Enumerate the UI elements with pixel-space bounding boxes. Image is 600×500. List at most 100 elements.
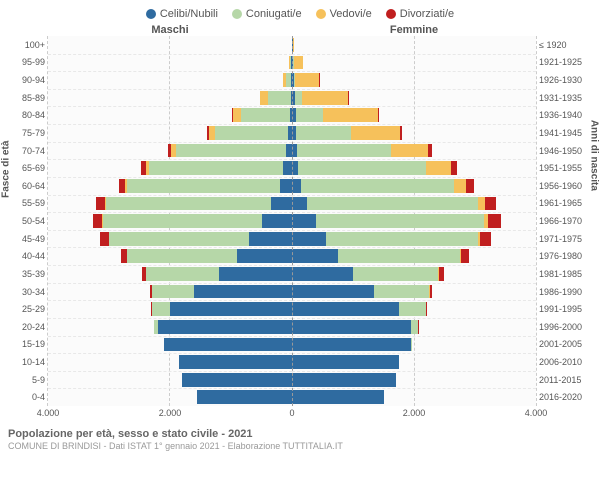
bar-row xyxy=(48,124,292,142)
bar-row xyxy=(292,177,536,195)
bar-segment-d xyxy=(96,197,105,211)
bar-segment-m xyxy=(241,108,290,122)
bar-row xyxy=(292,300,536,318)
bar-segment-m xyxy=(411,338,412,352)
legend-swatch xyxy=(316,9,326,19)
bar-segment-d xyxy=(348,91,349,105)
legend-item: Divorziati/e xyxy=(386,8,454,20)
bar-segment-m xyxy=(374,285,429,299)
birth-year-label: 1961-1965 xyxy=(539,195,592,213)
header-male: Maschi xyxy=(48,24,292,36)
legend-item: Vedovi/e xyxy=(316,8,372,20)
bar-segment-c xyxy=(283,161,292,175)
bar-row xyxy=(292,71,536,89)
birth-year-label: 1941-1945 xyxy=(539,124,592,142)
bar-row xyxy=(48,336,292,354)
x-tick: 2.000 xyxy=(403,408,426,418)
bar-row xyxy=(292,159,536,177)
age-label: 10-14 xyxy=(8,353,45,371)
age-label: 15-19 xyxy=(8,336,45,354)
bar-segment-d xyxy=(428,144,432,158)
birth-year-label: 1951-1955 xyxy=(539,159,592,177)
legend: Celibi/NubiliConiugati/eVedovi/eDivorzia… xyxy=(8,8,592,20)
x-axis: 4.0002.00002.0004.000 xyxy=(8,408,592,420)
bar-segment-c xyxy=(271,197,292,211)
bar-segment-c xyxy=(280,179,292,193)
bar-row xyxy=(48,318,292,336)
bar-segment-d xyxy=(451,161,457,175)
bar-segment-c xyxy=(292,338,411,352)
bar-segment-w xyxy=(260,91,267,105)
bar-segment-c xyxy=(292,232,326,246)
x-tick: 0 xyxy=(289,408,294,418)
bar-segment-m xyxy=(316,214,484,228)
bar-row xyxy=(292,230,536,248)
bar-segment-c xyxy=(292,285,374,299)
bar-row xyxy=(292,353,536,371)
bar-segment-m xyxy=(411,320,418,334)
chart-title: Popolazione per età, sesso e stato civil… xyxy=(8,428,592,440)
bar-segment-c xyxy=(292,197,307,211)
bars-female xyxy=(292,36,536,406)
bar-segment-w xyxy=(293,38,294,52)
bar-segment-c xyxy=(194,285,292,299)
bar-segment-c xyxy=(292,179,301,193)
bar-segment-w xyxy=(478,197,485,211)
age-label: 65-69 xyxy=(8,159,45,177)
bar-segment-w xyxy=(233,108,240,122)
bar-row xyxy=(292,389,536,407)
bar-segment-m xyxy=(338,249,460,263)
bars-area xyxy=(48,36,536,406)
bar-segment-d xyxy=(430,285,432,299)
birth-year-label: 1976-1980 xyxy=(539,248,592,266)
bar-row xyxy=(292,124,536,142)
bar-segment-w xyxy=(302,91,348,105)
birth-year-label: 2001-2005 xyxy=(539,336,592,354)
bar-segment-c xyxy=(164,338,292,352)
age-labels: 100+95-9990-9485-8980-8475-7970-7465-696… xyxy=(8,36,48,406)
bar-segment-m xyxy=(152,302,170,316)
bar-row xyxy=(48,142,292,160)
bar-row xyxy=(292,212,536,230)
birth-year-label: 1956-1960 xyxy=(539,177,592,195)
birth-year-label: 2011-2015 xyxy=(539,371,592,389)
age-label: 35-39 xyxy=(8,265,45,283)
bar-row xyxy=(48,36,292,54)
y-axis-label-right: Anni di nascita xyxy=(589,120,600,191)
age-label: 40-44 xyxy=(8,248,45,266)
bar-segment-c xyxy=(237,249,292,263)
bar-row xyxy=(292,107,536,125)
age-label: 30-34 xyxy=(8,283,45,301)
bar-segment-m xyxy=(146,267,219,281)
birth-year-label: 1991-1995 xyxy=(539,300,592,318)
bar-row xyxy=(48,389,292,407)
age-label: 80-84 xyxy=(8,107,45,125)
bar-segment-c xyxy=(292,390,384,404)
bar-row xyxy=(48,300,292,318)
age-label: 75-79 xyxy=(8,124,45,142)
bar-segment-m xyxy=(297,144,392,158)
bar-segment-m xyxy=(353,267,438,281)
bar-segment-m xyxy=(215,126,288,140)
bar-row xyxy=(48,159,292,177)
birth-year-labels: ≤ 19201921-19251926-19301931-19351936-19… xyxy=(536,36,592,406)
bar-row xyxy=(48,353,292,371)
bar-row xyxy=(48,107,292,125)
bar-segment-m xyxy=(296,108,323,122)
bar-segment-m xyxy=(109,232,249,246)
legend-swatch xyxy=(386,9,396,19)
bar-segment-c xyxy=(182,373,292,387)
bar-segment-w xyxy=(294,56,303,70)
age-label: 85-89 xyxy=(8,89,45,107)
bar-row xyxy=(48,248,292,266)
bar-row xyxy=(292,36,536,54)
bar-segment-d xyxy=(488,214,500,228)
age-label: 5-9 xyxy=(8,371,45,389)
bar-segment-m xyxy=(127,179,280,193)
bar-segment-c xyxy=(249,232,292,246)
bar-segment-c xyxy=(292,373,396,387)
bar-segment-d xyxy=(485,197,496,211)
bar-row xyxy=(48,283,292,301)
legend-swatch xyxy=(146,9,156,19)
bar-segment-w xyxy=(351,126,400,140)
